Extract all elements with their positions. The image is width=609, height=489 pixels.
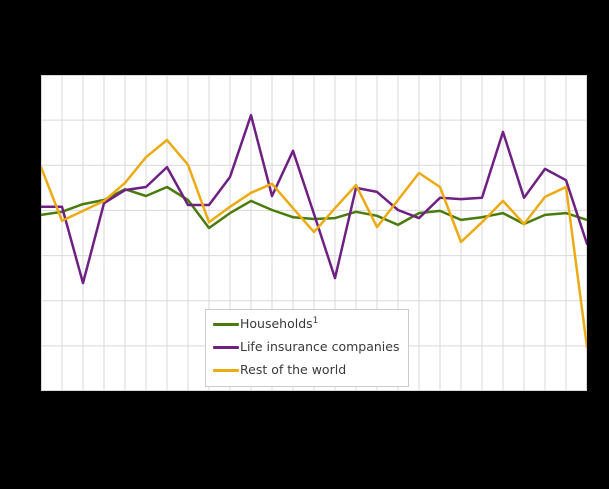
legend-swatch-line	[213, 323, 239, 326]
plot-area: Households1 Life insurance companies Res…	[41, 75, 587, 391]
legend-item-rest-of-the-world[interactable]: Rest of the world	[213, 359, 399, 382]
legend: Households1 Life insurance companies Res…	[205, 309, 410, 387]
legend-item-life-insurance-companies[interactable]: Life insurance companies	[213, 336, 399, 359]
legend-label: Life insurance companies	[240, 339, 400, 355]
legend-swatch-line	[213, 369, 239, 372]
legend-label: Households1	[240, 316, 319, 332]
legend-swatch-line	[213, 346, 239, 349]
legend-item-households[interactable]: Households1	[213, 313, 399, 336]
legend-label: Rest of the world	[240, 362, 347, 378]
